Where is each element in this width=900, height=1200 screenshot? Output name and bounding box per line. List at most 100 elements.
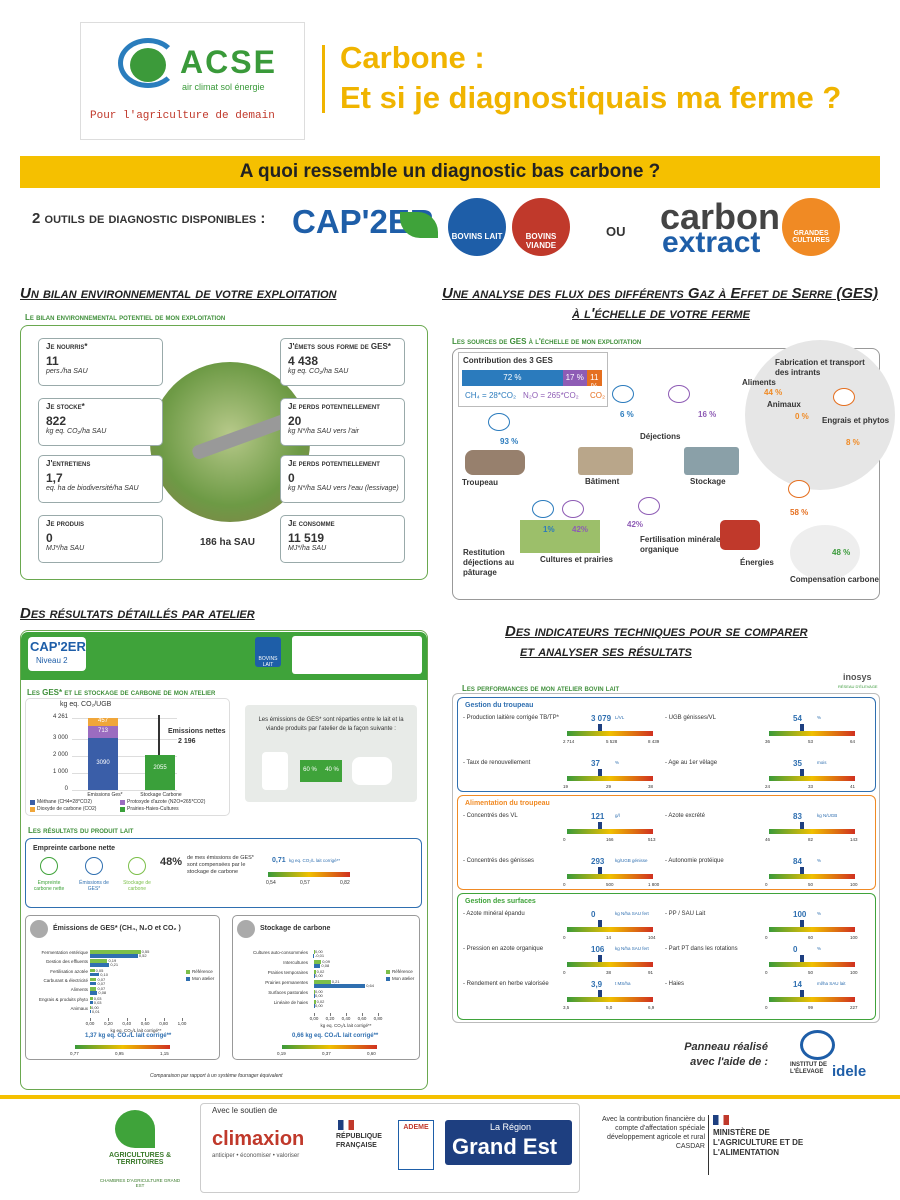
gauge [769,962,855,967]
split-arrow [300,760,342,782]
x-tick-label: Emissions Ges* [87,792,123,798]
y-tick-label: 1 000 [52,769,68,776]
gauge-label: 0 [765,1005,768,1010]
hbar [90,1005,91,1010]
hbar [90,977,97,982]
gauge-label: 64 [850,739,856,744]
legend-swatch [186,977,190,981]
chambers-mark [115,1110,155,1148]
bilan-title: J'émets sous forme de GES* [288,342,391,351]
logo-slogan: Pour l'agriculture de demain [90,110,275,122]
indicator-unit: g/l [615,813,620,818]
gauge-label: 0,19 [277,1051,286,1056]
casdar-text: Avec la contribution financière du compt… [602,1116,705,1150]
indicator-name: - PP / SAU Lait [665,911,706,917]
hbar-value: 0,00 [315,1003,323,1008]
hbar-value: 0,00 [315,993,323,998]
gauge-label: 0,60 [367,1051,376,1056]
hbar-category: Animaux [70,1005,88,1011]
indicator-unit: kg N/ha SAU fert [615,911,649,916]
gauge-label: 60 [808,935,814,940]
indicator-value: 100 [793,910,807,919]
tick-mark [378,1013,379,1016]
indicator-unit: % [817,715,822,720]
indicator-name: - Concentrés des génisses [463,858,535,864]
bilan-unit: MJ*/ha SAU [288,545,327,552]
grid-line [72,739,177,741]
region-box [445,1120,572,1165]
bilan-unit: kg N*/ha SAU vers l'air [288,428,359,435]
brand-level: Niveau 2 [36,656,68,665]
tick-mark [108,1018,110,1022]
group-title: Alimentation du troupeau [465,800,550,807]
carbon-logo: carbon [660,196,781,237]
indicator-name: - Autonomie protéique [665,858,724,864]
gauge [567,927,653,932]
bilan-value: 20 [288,414,302,428]
hbar [90,981,97,986]
gas-cloud [612,385,634,403]
logo-tagline: air climat sol énergie [182,82,265,92]
y-tick-label: 3 000 [52,735,68,742]
climaxion-sub: anticiper • économiser • valoriser [212,1153,300,1159]
gauge-arrow [598,867,602,874]
hbar-category: Surfaces pastorales [268,990,308,995]
hbar-value: 0,55 [141,949,150,954]
republic-name: RÉPUBLIQUE FRANÇAISE [336,1133,382,1149]
support-label: Avec le soutien de [212,1106,278,1115]
hbar [313,954,314,958]
region-label: La Région [490,1122,532,1132]
flow-node: Énergies [740,558,774,567]
hbar-value: 0,02 [316,999,325,1004]
hbar [314,970,316,974]
indicator-unit: t MS/ha [615,981,631,986]
gauge [567,874,653,879]
building [578,447,633,475]
tick-mark [126,1018,128,1022]
chambers-name: AGRICULTURES & TERRITOIRES [108,1152,172,1166]
gauge [282,1045,377,1049]
gauge-label: 53 [808,739,814,744]
indicator-name: - Taux de renouvellement [463,760,531,766]
tick-mark [362,1013,363,1016]
section-heading: Une analyse des flux des différents Gaz … [442,285,878,302]
bilan-box [280,338,405,386]
bilan-title: Je perds potentiellement [288,402,380,411]
hbar-value: 0,21 [110,962,119,968]
logo-box [80,22,305,140]
legend-label: Référence [392,969,413,974]
title-rule [322,45,325,113]
indicator-value: 293 [591,857,605,866]
hbar [90,991,98,995]
indicator-unit: ml/ha SAU lait [817,981,846,986]
x-tick-label: 0,60 [357,1016,367,1021]
indicator-value: 14 [793,980,802,989]
flow-node: Cultures et prairies [540,555,613,564]
hbar-value: 0,00 [315,949,323,954]
bar-label: 713 [97,727,108,734]
tick-mark [182,1018,183,1022]
gauge-label: 0 [563,837,566,842]
share-bar [586,370,602,386]
title-line: Carbone : [340,40,485,75]
bilan-title: J'entretiens [46,459,91,468]
product-icon [40,857,58,875]
gauge-arrow [800,920,804,927]
section-heading: et analyser ses résultats [520,643,692,660]
bilan-title: Je nourris* [46,342,88,351]
indicator-value: 54 [793,714,802,723]
gauge-label: 0 [563,935,566,940]
partner-text: Panneau réalisé avec l'aide de : [684,1041,768,1068]
hbar-value: 0,10 [100,971,108,977]
gauge-label: 0,77 [70,1051,79,1056]
x-tick-label: 0,20 [104,1021,113,1027]
indicator-value: 0 [793,945,798,954]
flow-percent: 42% [627,520,644,529]
inputs-circle [745,340,895,490]
gauge-label: 100 [850,882,858,887]
legend-label: Référence [192,969,213,974]
gauge-arrow [800,724,804,731]
indicator-value: 3 079 [591,714,612,723]
gauge-label: 0,57 [300,880,310,886]
gauge-label: 0 [563,970,566,975]
